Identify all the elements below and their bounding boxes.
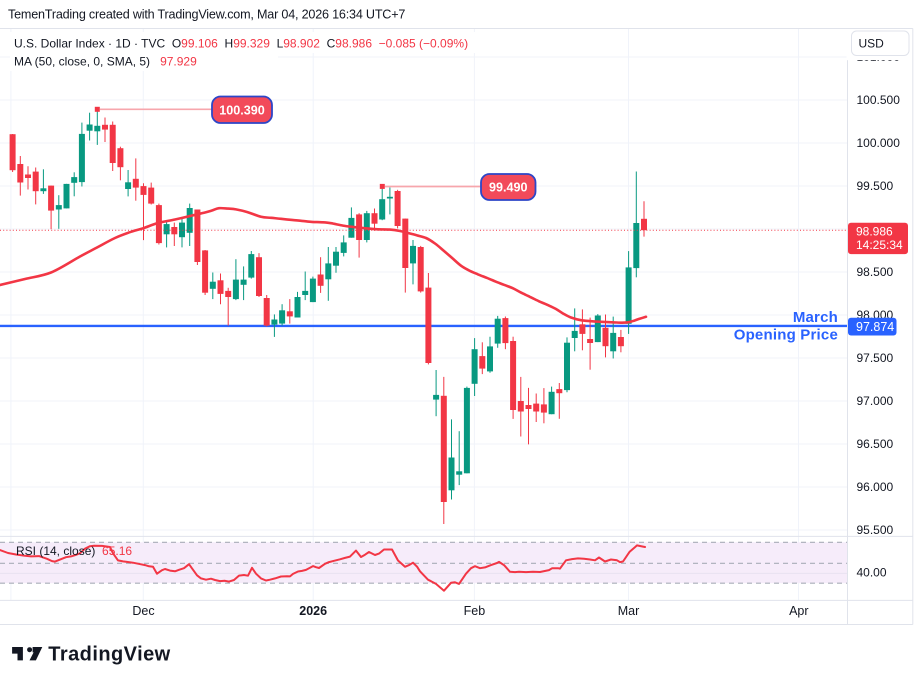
svg-text:100.390: 100.390 bbox=[219, 103, 265, 117]
svg-text:Apr: Apr bbox=[789, 604, 808, 618]
svg-text:Feb: Feb bbox=[464, 604, 486, 618]
svg-text:97.000: 97.000 bbox=[857, 394, 894, 408]
svg-text:97.874: 97.874 bbox=[856, 320, 894, 334]
svg-text:March: March bbox=[793, 309, 838, 326]
svg-text:U.S. Dollar Index · 1D · TVC: U.S. Dollar Index · 1D · TVC O99.106 H99… bbox=[14, 37, 468, 51]
svg-text:Opening Price: Opening Price bbox=[734, 326, 838, 343]
svg-text:2026: 2026 bbox=[299, 604, 327, 618]
svg-text:RSI (14, close) 65.16: RSI (14, close) 65.16 bbox=[16, 544, 132, 558]
svg-text:TemenTrading created with Trad: TemenTrading created with TradingView.co… bbox=[8, 8, 405, 22]
svg-text:Dec: Dec bbox=[132, 604, 154, 618]
svg-text:99.490: 99.490 bbox=[489, 181, 528, 195]
svg-text:95.500: 95.500 bbox=[857, 523, 894, 537]
svg-text:MA (50, close, 0, SMA, 5) 97: MA (50, close, 0, SMA, 5) 97.929 bbox=[14, 55, 197, 69]
svg-text:14:25:34: 14:25:34 bbox=[856, 238, 903, 252]
svg-text:98.500: 98.500 bbox=[857, 265, 894, 279]
svg-text:USD: USD bbox=[859, 37, 885, 51]
svg-text:100.000: 100.000 bbox=[857, 136, 901, 150]
svg-text:96.000: 96.000 bbox=[857, 480, 894, 494]
svg-text:99.500: 99.500 bbox=[857, 179, 894, 193]
svg-text:97.500: 97.500 bbox=[857, 351, 894, 365]
svg-text:TradingView: TradingView bbox=[48, 644, 170, 666]
svg-text:100.500: 100.500 bbox=[857, 93, 901, 107]
svg-text:96.500: 96.500 bbox=[857, 437, 894, 451]
svg-text:98.986: 98.986 bbox=[856, 225, 893, 239]
svg-text:Mar: Mar bbox=[618, 604, 640, 618]
svg-text:40.00: 40.00 bbox=[857, 566, 887, 580]
